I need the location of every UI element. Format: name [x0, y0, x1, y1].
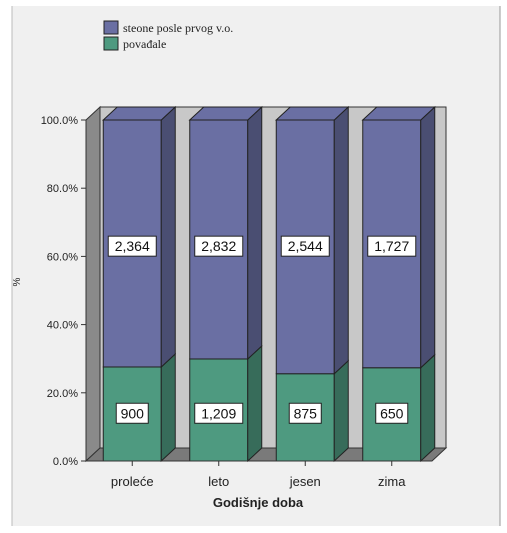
bar-top-face: [188, 106, 264, 121]
bar-side-steone: [160, 105, 176, 369]
bar-top-face: [361, 106, 437, 121]
bar-top-face: [274, 106, 350, 121]
data-label-steone: 2,364: [115, 238, 150, 254]
data-label-povadjale: 1,209: [201, 405, 236, 421]
data-label-povadjale-box: [115, 402, 149, 424]
y-axis-title: %: [12, 277, 23, 286]
x-axis-title: Godišnje doba: [213, 495, 304, 510]
data-label-povadjale-box: [375, 402, 409, 424]
bar-side-povadjale: [247, 344, 263, 463]
data-label-steone: 1,727: [374, 238, 409, 254]
bar-side-steone: [247, 105, 263, 361]
bar-side-steone: [420, 105, 436, 369]
bar-side-povadjale: [333, 359, 349, 463]
x-tick-label: jesen: [289, 474, 321, 489]
data-label-povadjale-box: [194, 402, 244, 424]
legend-swatch: [103, 20, 119, 35]
legend-swatch: [103, 36, 119, 51]
chart-walls: [84, 105, 448, 463]
data-label-steone: 2,544: [288, 238, 323, 254]
y-tick-label: 80.0%: [47, 183, 78, 195]
legend-label: povađale: [123, 37, 166, 51]
data-label-povadjale: 650: [380, 405, 404, 421]
x-tick-label: leto: [208, 474, 229, 489]
y-axis: 0.0% 20.0% 40.0% 60.0% 80.0% 100.0%: [41, 115, 87, 468]
x-tick-label: zima: [378, 474, 406, 489]
bar-top-face: [101, 106, 177, 121]
x-tick-label: proleće: [111, 474, 154, 489]
bar-side-steone: [333, 105, 349, 375]
side-wall: [85, 105, 101, 463]
data-labels: 2,364 900 2,832 1,209 2,544 875 1,727 650: [107, 235, 417, 424]
data-label-steone-box: [367, 235, 417, 257]
data-label-povadjale: 875: [294, 405, 318, 421]
data-label-steone-box: [280, 235, 330, 257]
legend-label: steone posle prvog v.o.: [123, 21, 233, 35]
y-tick-label: 20.0%: [47, 388, 78, 400]
bar-side-povadjale: [160, 352, 176, 463]
y-tick-label: 0.0%: [53, 456, 78, 468]
legend: steone posle prvog v.o. povađale: [103, 20, 233, 51]
data-label-povadjale-box: [288, 402, 322, 424]
data-label-steone-box: [107, 235, 157, 257]
data-label-steone-box: [194, 235, 244, 257]
y-tick-label: 60.0%: [47, 251, 78, 263]
bar-side-povadjale: [420, 353, 436, 463]
y-tick-label: 100.0%: [41, 115, 79, 127]
data-label-povadjale: 900: [121, 405, 145, 421]
x-axis: proleće leto jesen zima: [86, 460, 432, 489]
data-label-steone: 2,832: [201, 238, 236, 254]
y-tick-label: 40.0%: [47, 320, 78, 332]
